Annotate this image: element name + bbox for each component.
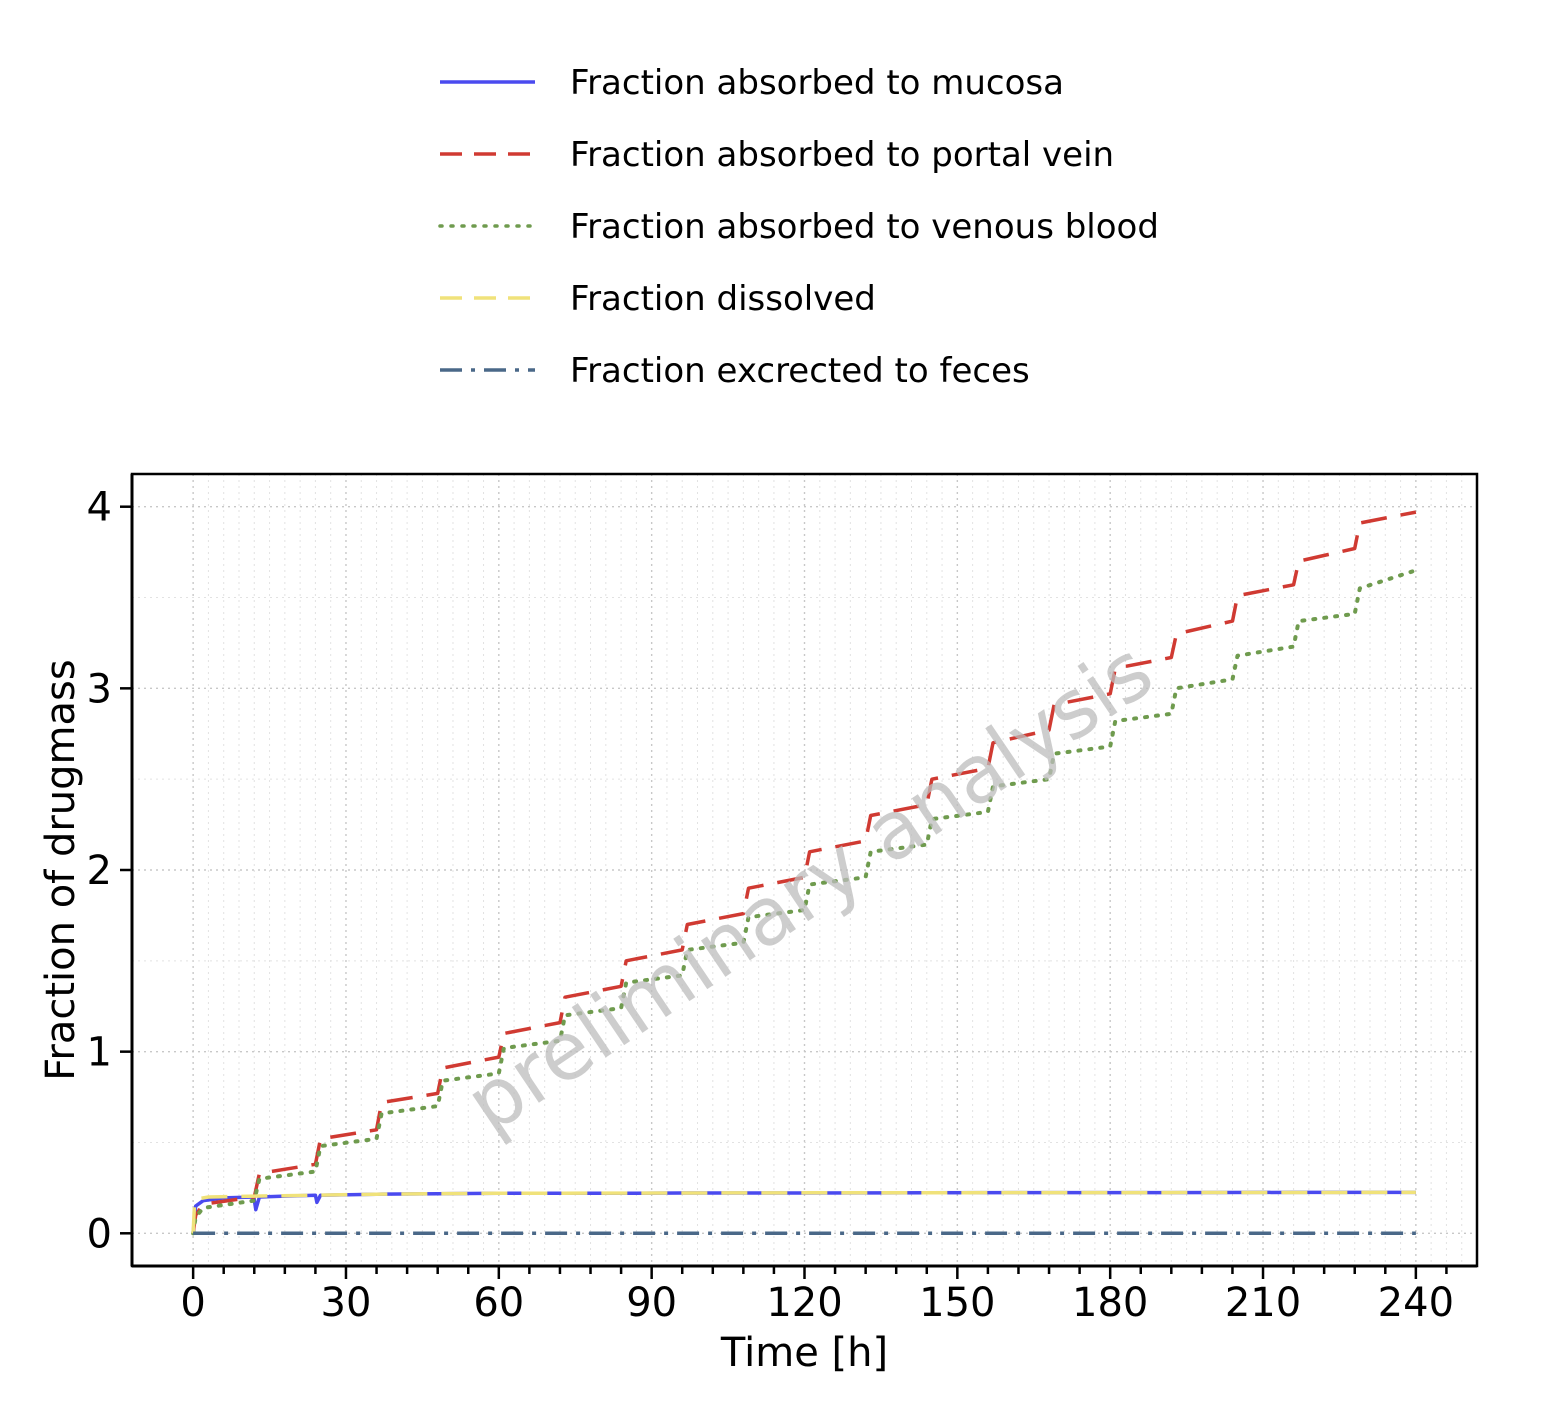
x-tick-label: 60 xyxy=(473,1280,524,1326)
legend-label-3: Fraction dissolved xyxy=(570,279,876,319)
x-tick-label: 240 xyxy=(1378,1280,1454,1326)
watermark: preliminary analysis xyxy=(449,624,1168,1151)
y-tick-label: 0 xyxy=(87,1211,112,1257)
y-tick-label: 2 xyxy=(87,848,112,894)
series-line-2 xyxy=(191,568,1418,1236)
x-tick-label: 30 xyxy=(321,1280,372,1326)
legend-label-1: Fraction absorbed to portal vein xyxy=(570,135,1114,175)
y-tick-label: 4 xyxy=(87,485,112,531)
x-axis: 0 30 60 90 120 150 180 210 240 xyxy=(132,1264,1477,1326)
y-axis-title: Fraction of drugmass xyxy=(38,659,84,1080)
x-tick-label: 120 xyxy=(766,1280,842,1326)
legend: Fraction absorbed to mucosa Fraction abso… xyxy=(438,63,1159,391)
legend-label-2: Fraction absorbed to venous blood xyxy=(570,207,1159,247)
x-axis-title: Time [h] xyxy=(720,1330,888,1376)
legend-label-0: Fraction absorbed to mucosa xyxy=(570,63,1064,103)
legend-label-4: Fraction excrected to feces xyxy=(570,351,1030,391)
y-tick-label: 3 xyxy=(87,666,112,712)
grid xyxy=(132,474,1478,1266)
x-tick-label: 210 xyxy=(1225,1280,1301,1326)
series-line-3 xyxy=(191,1190,1416,1234)
y-axis: 0 1 2 3 4 xyxy=(87,474,134,1266)
x-tick-label: 90 xyxy=(626,1280,677,1326)
x-tick-label: 150 xyxy=(919,1280,995,1326)
y-tick-label: 1 xyxy=(87,1030,112,1076)
x-tick-label: 0 xyxy=(180,1280,205,1326)
plot-lines xyxy=(191,510,1418,1236)
x-tick-label: 180 xyxy=(1072,1280,1148,1326)
